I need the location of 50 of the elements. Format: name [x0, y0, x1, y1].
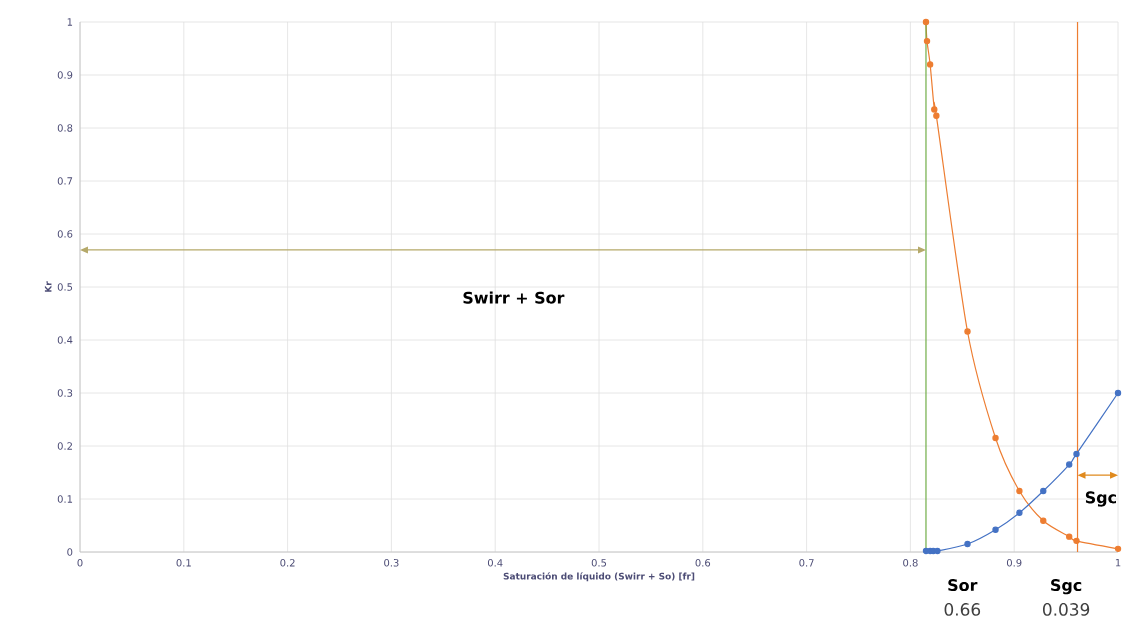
point	[1073, 537, 1080, 545]
x-tick-label: 0.9	[1006, 559, 1022, 567]
point	[934, 547, 941, 555]
point	[1016, 487, 1023, 495]
point	[964, 540, 971, 548]
x-tick-label: 1	[1115, 559, 1121, 567]
point	[926, 61, 934, 68]
point	[992, 526, 999, 533]
point	[1073, 450, 1080, 458]
annotation: Sgc	[1085, 491, 1116, 507]
y-tick-label: 0.9	[57, 71, 73, 79]
y-tick-label: 1	[67, 18, 73, 26]
point	[1066, 533, 1073, 540]
y-tick-label: 0.2	[57, 442, 72, 450]
x-tick-label: 0.3	[384, 559, 399, 567]
point	[1040, 487, 1047, 495]
y-axis-title: Kr	[44, 281, 52, 292]
point	[1114, 389, 1122, 397]
point	[1066, 461, 1073, 468]
y-tick-label: 0	[67, 548, 73, 556]
point	[1040, 517, 1047, 524]
x-tick-label: 0.5	[591, 559, 607, 567]
x-tick-label: 0.6	[695, 559, 711, 567]
point	[992, 434, 999, 442]
point	[931, 106, 938, 113]
text: Sor	[948, 579, 978, 592]
x-axis-title: Saturación de líquido (Swirr + So) [fr]	[503, 572, 695, 582]
point	[964, 328, 971, 335]
x-tick-label: 0.7	[799, 559, 814, 567]
x-tick-label: 0.4	[487, 559, 503, 567]
text: 0.039	[1042, 603, 1090, 616]
x-tick-label: 0.8	[903, 559, 918, 567]
x-tick-label: 0.1	[176, 559, 191, 567]
point	[923, 37, 931, 45]
annotation: Swirr + Sor	[463, 291, 565, 304]
point	[933, 112, 940, 119]
point	[1114, 545, 1122, 553]
y-tick-label: 0.1	[57, 495, 73, 503]
y-tick-label: 0.6	[57, 230, 73, 238]
y-tick-label: 0.7	[57, 177, 73, 185]
x-tick-label: 0.2	[280, 559, 295, 567]
x-tick-label: 0	[77, 559, 83, 567]
y-tick-label: 0.3	[57, 389, 73, 397]
y-tick-label: 0.5	[57, 283, 73, 291]
point	[922, 18, 930, 26]
text: Sgc	[1051, 579, 1082, 595]
y-tick-label: 0.8	[57, 124, 73, 132]
point	[1016, 509, 1023, 516]
y-tick-label: 0.4	[57, 336, 73, 344]
text: 0.66	[944, 603, 981, 616]
